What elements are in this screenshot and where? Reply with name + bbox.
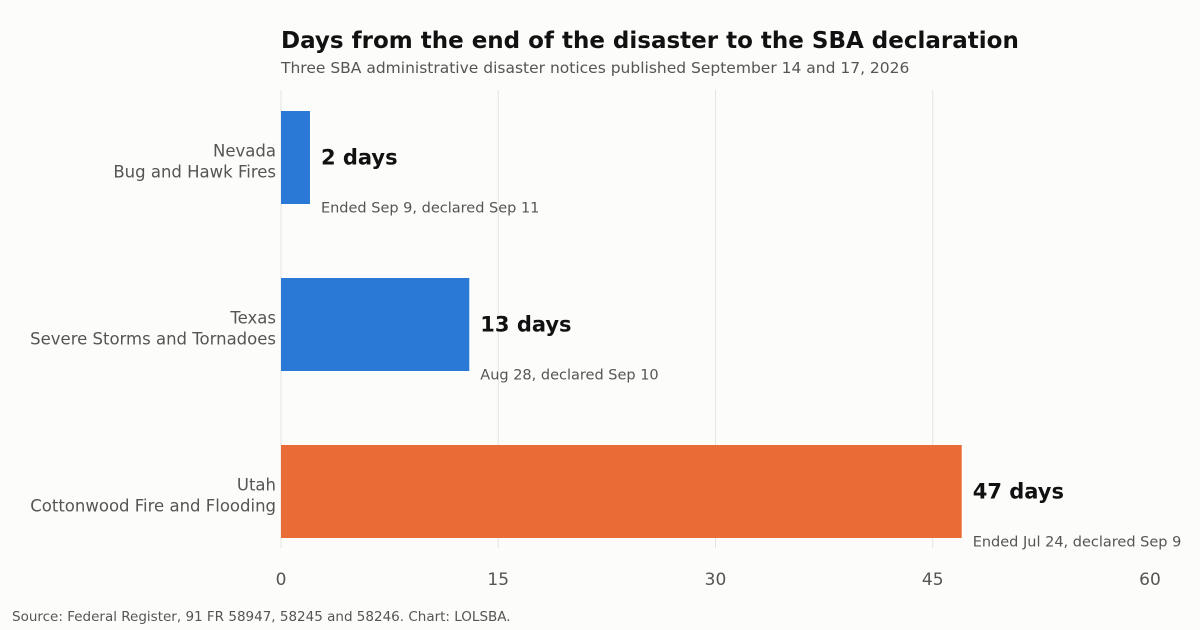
bar xyxy=(281,111,310,204)
value-label: 2 days xyxy=(321,146,398,170)
x-axis-ticks: 0 15 30 45 60 xyxy=(276,570,1161,590)
x-tick-label: 60 xyxy=(1139,570,1161,590)
bars xyxy=(281,111,962,538)
x-tick-label: 45 xyxy=(922,570,944,590)
bar-note: Ended Sep 9, declared Sep 11 xyxy=(321,201,539,217)
bar-labels: Nevada Bug and Hawk Fires 2 days Ended Sep … xyxy=(30,142,1181,551)
category-label: Nevada Bug and Hawk Fires xyxy=(113,142,276,182)
chart-source: Source: Federal Register, 91 FR 58947, 5… xyxy=(12,609,511,625)
value-label: 47 days xyxy=(973,480,1064,504)
category-label: Utah Cottonwood Fire and Flooding xyxy=(30,476,276,516)
bar-note: Ended Jul 24, declared Sep 9 xyxy=(973,535,1182,551)
bar xyxy=(281,278,470,371)
x-tick-label: 30 xyxy=(705,570,727,590)
value-label: 13 days xyxy=(480,313,571,337)
category-label: Texas Severe Storms and Tornadoes xyxy=(30,309,276,349)
x-tick-label: 15 xyxy=(487,570,509,590)
chart-subtitle: Three SBA administrative disaster notice… xyxy=(280,59,909,77)
chart-title: Days from the end of the disaster to the… xyxy=(281,28,1019,54)
bar-note: Aug 28, declared Sep 10 xyxy=(480,368,658,384)
x-tick-label: 0 xyxy=(276,570,287,590)
bar xyxy=(281,445,962,538)
